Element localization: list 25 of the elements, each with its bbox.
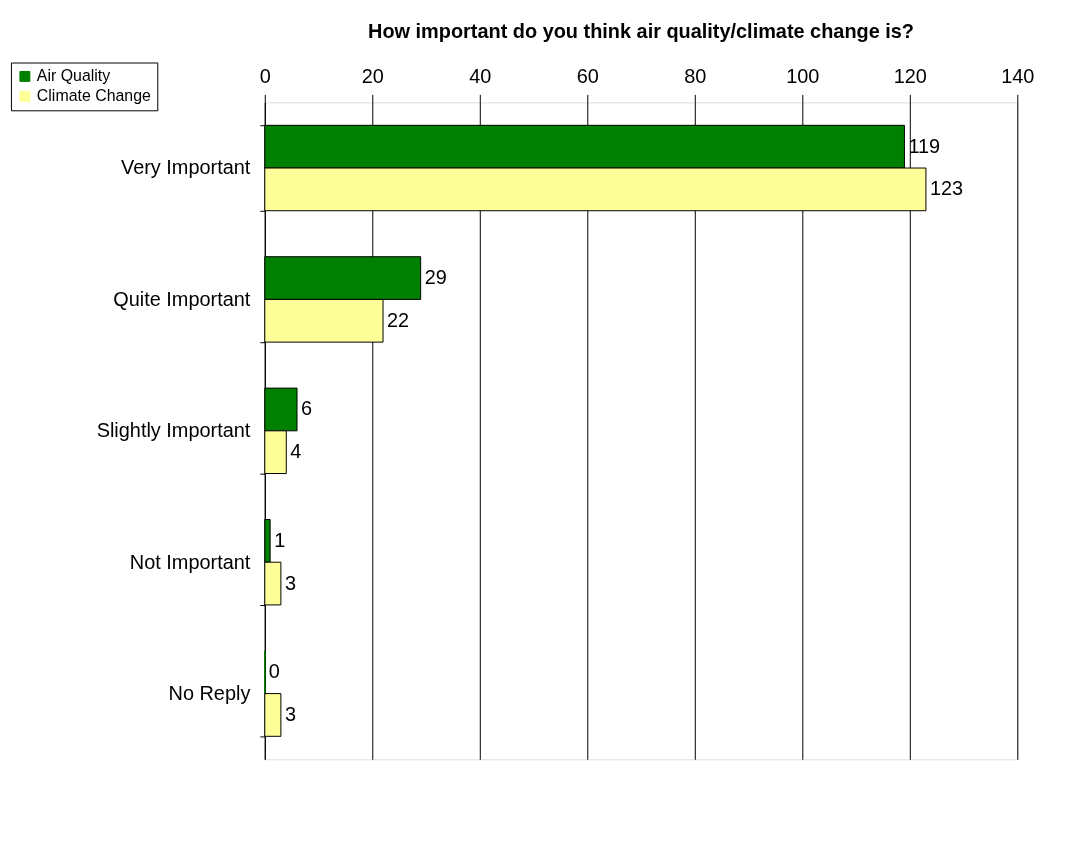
y-tick-label: No Reply	[168, 682, 251, 705]
legend-label: Climate Change	[36, 87, 152, 105]
y-tick-label: Very Important	[120, 156, 251, 179]
x-tick-label: 40	[469, 64, 492, 87]
chart-title: How important do you think air quality/climate change is?	[368, 20, 915, 43]
x-tick-label: 20	[361, 64, 384, 87]
x-tick-label: 140	[1001, 64, 1035, 87]
data-label: 3	[284, 571, 296, 594]
data-label: 123	[929, 177, 964, 200]
data-label: 4	[290, 440, 302, 463]
data-label: 1	[274, 528, 286, 551]
y-tick-label: Slightly Important	[96, 419, 251, 442]
x-tick-label: 60	[576, 64, 599, 87]
data-label: 29	[424, 266, 447, 289]
data-label: 3	[284, 702, 296, 725]
legend-label: Air Quality	[36, 67, 111, 85]
x-tick-label: 0	[259, 64, 271, 87]
y-tick-label: Quite Important	[113, 287, 251, 310]
data-label: 22	[387, 308, 410, 331]
x-tick-label: 80	[684, 64, 707, 87]
data-label: 0	[268, 660, 280, 683]
x-tick-label: 120	[893, 64, 927, 87]
data-label: 6	[301, 397, 313, 420]
y-tick-label: Not Important	[129, 550, 251, 573]
x-tick-label: 100	[786, 64, 820, 87]
